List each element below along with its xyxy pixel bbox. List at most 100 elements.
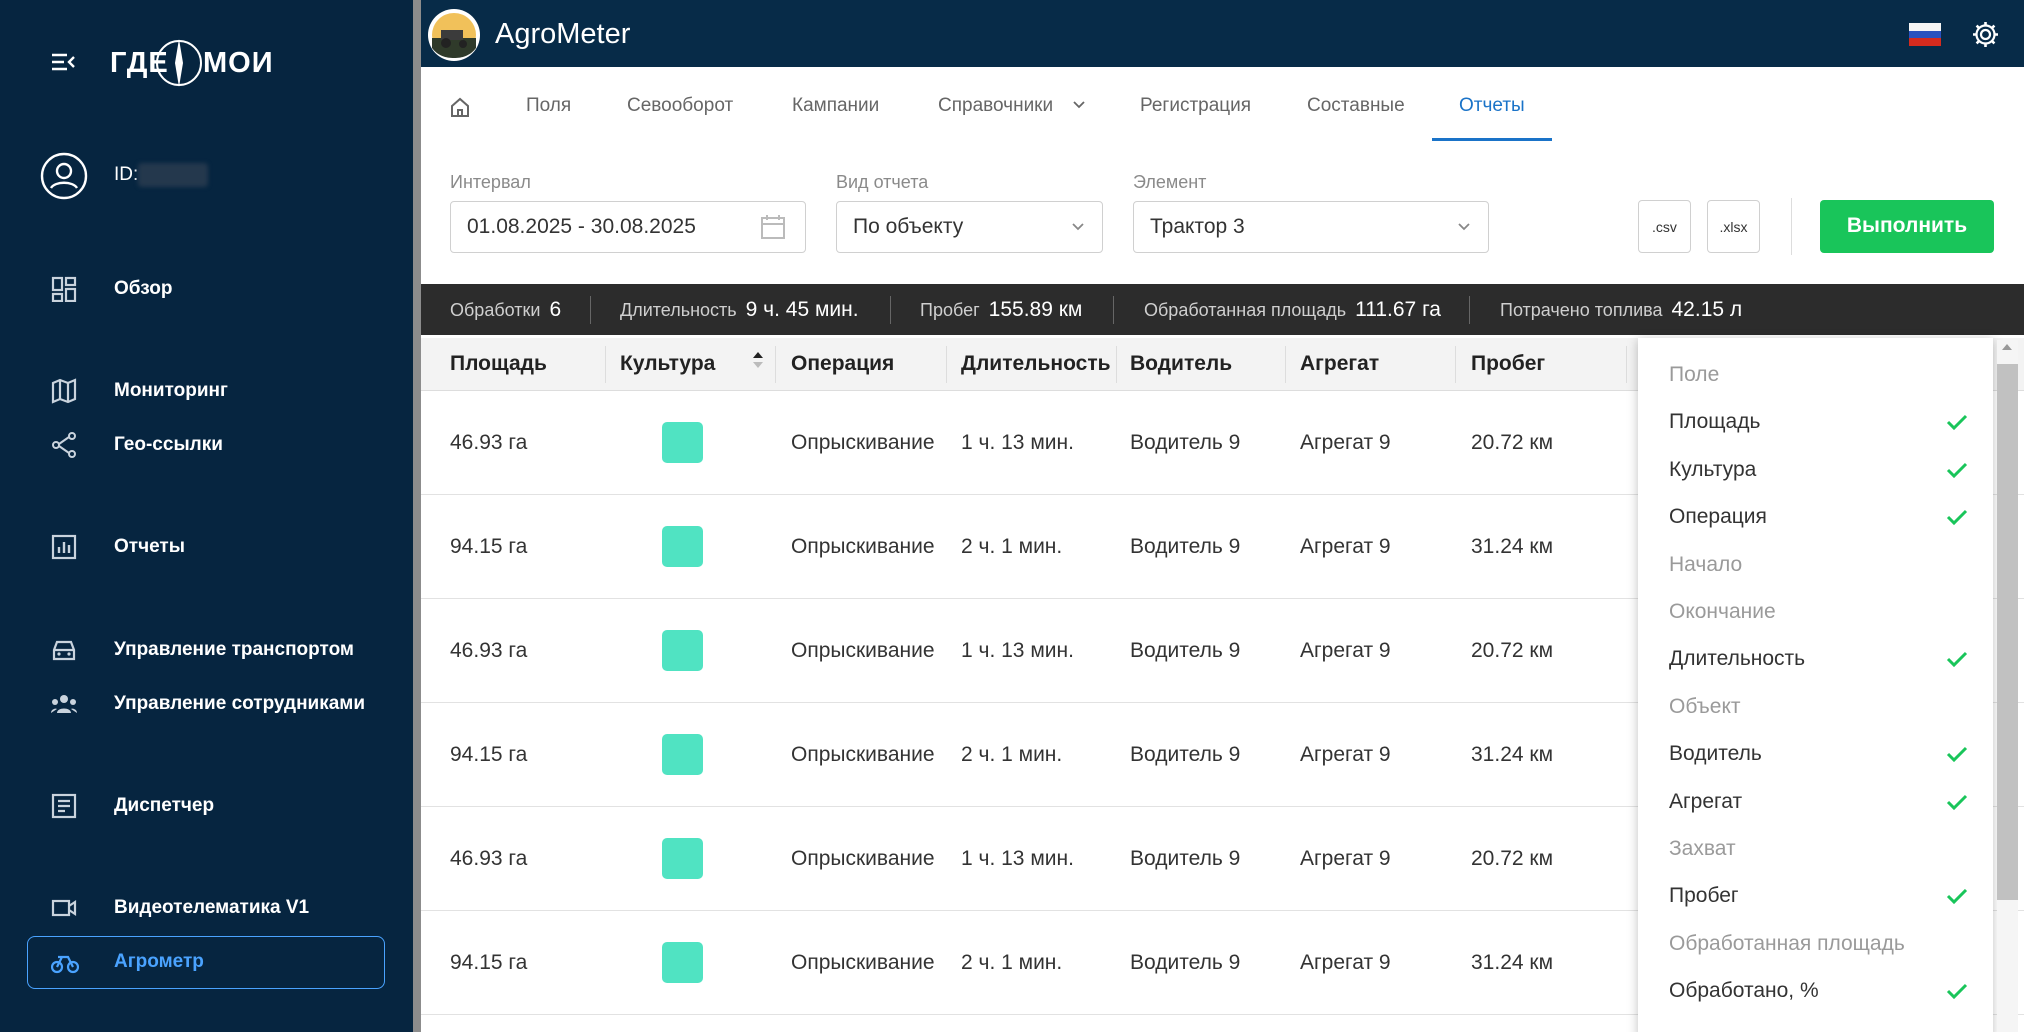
- menu-icon[interactable]: [51, 432, 79, 458]
- table-cell: Водитель 9: [1130, 431, 1241, 454]
- icon: [451, 97, 469, 117]
- nav-tab[interactable]: Поля: [526, 95, 572, 116]
- nav-tab[interactable]: Отчеты: [1459, 95, 1525, 116]
- header: AgroMeter: [421, 0, 2024, 67]
- scroll-up[interactable]: [2001, 342, 2013, 352]
- column-option[interactable]: Длительность: [1669, 647, 1806, 671]
- column-header[interactable]: Агрегат: [1300, 352, 1380, 375]
- nav-tab[interactable]: Справочники: [938, 95, 1054, 116]
- filter-value: По объекту: [853, 215, 964, 238]
- column-header[interactable]: Водитель: [1130, 352, 1233, 375]
- icon: [40, 152, 88, 200]
- column-header[interactable]: Культура: [620, 352, 716, 375]
- menu-icon[interactable]: [51, 534, 79, 560]
- sort-indicator[interactable]: [752, 350, 764, 370]
- menu-item[interactable]: Видеотелематика V1: [114, 897, 310, 918]
- column-option[interactable]: Объект: [1669, 694, 1741, 718]
- column-option[interactable]: Захват: [1669, 837, 1736, 860]
- filter-input[interactable]: [1133, 201, 1489, 253]
- menu-item[interactable]: Обзор: [114, 278, 173, 299]
- table-cell: 94.15 га: [450, 743, 528, 766]
- icon-part: [441, 30, 463, 40]
- scrollbar-thumb[interactable]: [1997, 364, 2018, 900]
- column-option[interactable]: Окончание: [1669, 600, 1776, 623]
- icon: [51, 276, 77, 302]
- menu-icon[interactable]: [51, 895, 79, 921]
- menu-item[interactable]: Мониторинг: [114, 380, 228, 401]
- run-button[interactable]: [1820, 200, 1994, 253]
- menu-item[interactable]: Отчеты: [114, 536, 185, 557]
- summary-value: 42.15 л: [1671, 298, 1743, 321]
- culture-swatch: [662, 734, 703, 775]
- nav-tab[interactable]: Регистрация: [1140, 95, 1252, 116]
- export-label: .csv: [1652, 219, 1677, 235]
- column-option[interactable]: Площадь: [1669, 410, 1761, 434]
- settings[interactable]: [1971, 20, 2000, 49]
- icon-part: [2002, 344, 2012, 350]
- table-cell: Опрыскивание: [791, 951, 935, 974]
- column-option[interactable]: Поле: [1669, 363, 1720, 386]
- icon: [52, 640, 76, 661]
- column-separator: [605, 346, 606, 383]
- nav-tab[interactable]: Кампании: [792, 95, 880, 116]
- menu-icon[interactable]: [51, 378, 79, 404]
- summary-separator: [590, 296, 591, 324]
- icon-part: [56, 955, 74, 968]
- column-option[interactable]: Пробег: [1669, 884, 1739, 908]
- summary-separator: [890, 296, 891, 324]
- menu-item[interactable]: Управление сотрудниками: [114, 693, 366, 714]
- column-option[interactable]: Обработано, %: [1669, 979, 1819, 1003]
- nav-tab[interactable]: Севооборот: [627, 95, 734, 116]
- filter-input[interactable]: [836, 201, 1103, 253]
- column-option[interactable]: Агрегат: [1669, 789, 1743, 813]
- nav-tab[interactable]: Составные: [1307, 95, 1405, 116]
- column-option[interactable]: Начало: [1669, 552, 1743, 576]
- menu-item[interactable]: Гео-ссылки: [114, 434, 223, 455]
- table-cell: 94.15 га: [450, 951, 528, 974]
- select-chevron: [1457, 222, 1471, 232]
- icon: [156, 39, 202, 87]
- icon-part: [451, 97, 469, 117]
- column-option[interactable]: Культура: [1669, 457, 1757, 481]
- brand-left: ГДЕ: [110, 47, 169, 79]
- menu-item[interactable]: Управление транспортом: [114, 639, 354, 660]
- menu-item[interactable]: Диспетчер: [114, 795, 215, 816]
- icon: [51, 378, 77, 404]
- table-cell: 2 ч. 1 мин.: [961, 743, 1063, 766]
- icon-part: [753, 362, 763, 368]
- summary-item: Пробег 155.89 км: [920, 295, 1082, 325]
- column-option[interactable]: Обработанная площадь: [1669, 931, 1905, 955]
- menu-toggle[interactable]: [50, 52, 76, 72]
- icon-part: [51, 708, 77, 713]
- summary-label: Потрачено топлива: [1500, 300, 1663, 320]
- icon-part: [762, 215, 784, 225]
- menu-icon[interactable]: [51, 793, 79, 819]
- language-flag[interactable]: [1909, 23, 1941, 46]
- column-header[interactable]: Операция: [791, 352, 895, 375]
- icon-part: [52, 640, 76, 661]
- column-option[interactable]: Операция: [1669, 505, 1767, 529]
- menu-item[interactable]: Агрометр: [114, 951, 204, 972]
- icon-part: [52, 699, 58, 705]
- table-cell: 20.72 км: [1471, 847, 1554, 870]
- summary-value: 9 ч. 45 мин.: [745, 298, 859, 321]
- filter-input[interactable]: [450, 201, 806, 253]
- column-header[interactable]: Площадь: [450, 352, 547, 375]
- export-button[interactable]: [1707, 200, 1760, 253]
- export-button[interactable]: [1638, 200, 1691, 253]
- summary-value: 6: [549, 298, 562, 321]
- home-tab[interactable]: [449, 96, 471, 118]
- icon-part: [51, 378, 77, 404]
- menu-icon[interactable]: [51, 637, 79, 663]
- icon-part: [1909, 38, 1941, 46]
- column-header[interactable]: Пробег: [1471, 352, 1546, 375]
- culture-swatch: [662, 526, 703, 567]
- check-mark: [1946, 650, 1968, 668]
- table-cell: Агрегат 9: [1300, 535, 1391, 558]
- column-header[interactable]: Длительность: [961, 352, 1111, 375]
- menu-icon[interactable]: [51, 949, 79, 975]
- menu-icon[interactable]: [51, 276, 79, 302]
- menu-icon[interactable]: [51, 691, 79, 717]
- icon-part: [57, 542, 71, 553]
- column-option[interactable]: Водитель: [1669, 742, 1762, 766]
